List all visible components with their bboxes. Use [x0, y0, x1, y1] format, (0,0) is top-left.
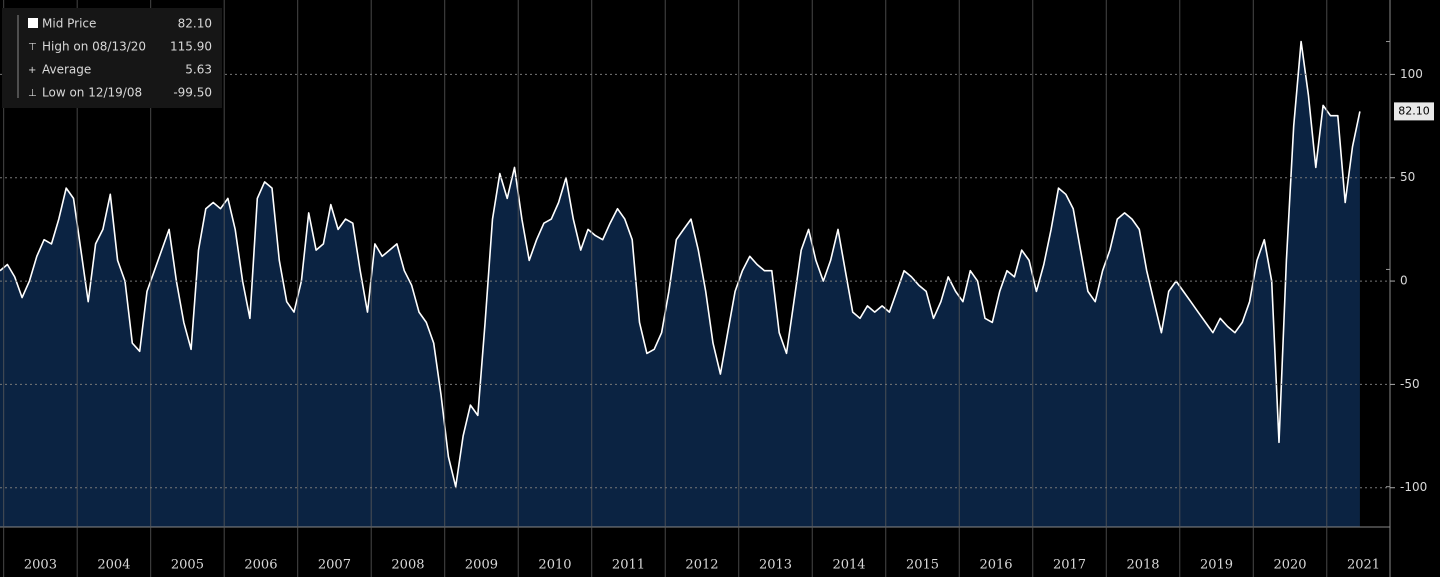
x-tick-label: 2005 — [171, 558, 204, 573]
area-fill — [0, 41, 1360, 527]
legend-box — [2, 8, 222, 108]
legend-value: 5.63 — [185, 63, 212, 77]
last-price-tag — [1394, 102, 1434, 121]
legend-value: -99.50 — [173, 86, 212, 100]
legend: Mid Price 82.10 ⊤ + ⊥ High on 08/13/20 11… — [2, 8, 222, 108]
legend-icon: ⊤ — [28, 42, 37, 53]
x-tick-label: 2017 — [1053, 558, 1086, 573]
x-axis-strip — [0, 527, 1390, 577]
last-price-label: 82.10 — [1398, 104, 1430, 117]
legend-label: Mid Price — [42, 17, 96, 31]
y-tick-label: 0 — [1400, 274, 1408, 288]
x-tick-label: 2011 — [612, 558, 645, 573]
legend-label: Average — [42, 63, 91, 77]
y-tick-label: -100 — [1400, 480, 1427, 494]
x-tick-label: 2006 — [244, 558, 277, 573]
legend-label: Low on 12/19/08 — [42, 86, 142, 100]
x-tick-label: 2013 — [759, 558, 792, 573]
plot-area — [0, 40, 1361, 527]
legend-icon: ⊥ — [28, 88, 37, 99]
legend-value: 115.90 — [170, 40, 212, 54]
x-tick-label: 2008 — [391, 558, 424, 573]
x-tick-label: 2009 — [465, 558, 498, 573]
x-tick-label: 2012 — [685, 558, 718, 573]
y-tick-label: -50 — [1400, 377, 1420, 391]
x-tick-label: 2016 — [979, 558, 1012, 573]
legend-value: 82.10 — [178, 17, 212, 31]
x-tick-label: 2007 — [318, 558, 351, 573]
x-tick-label: 2010 — [538, 558, 571, 573]
price-line — [0, 40, 1361, 488]
legend-icon: + — [28, 65, 36, 76]
legend-label: High on 08/13/20 — [42, 40, 146, 54]
x-tick-label: 2014 — [832, 558, 865, 573]
x-tick-label: 2003 — [24, 558, 57, 573]
x-tick-label: 2019 — [1200, 558, 1233, 573]
legend-swatch — [28, 18, 38, 28]
y-tick-label: 100 — [1400, 67, 1423, 81]
x-tick-label: 2021 — [1347, 558, 1380, 573]
x-tick-label: 2018 — [1126, 558, 1159, 573]
y-tick-label: 50 — [1400, 170, 1415, 184]
x-tick-label: 2004 — [97, 558, 130, 573]
x-tick-label: 2020 — [1273, 558, 1306, 573]
x-tick-label: 2015 — [906, 558, 939, 573]
